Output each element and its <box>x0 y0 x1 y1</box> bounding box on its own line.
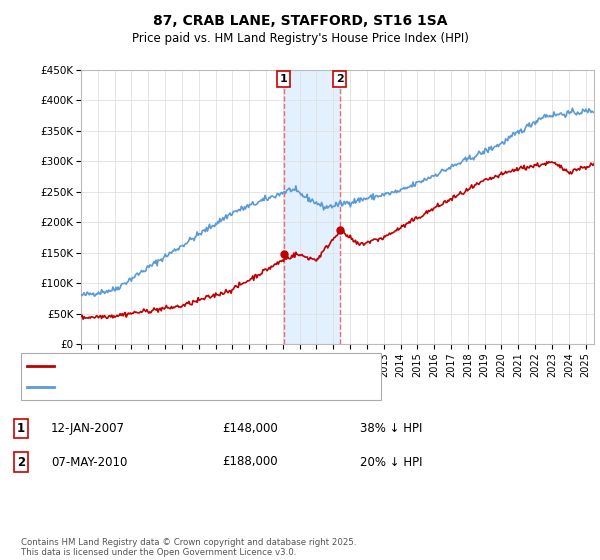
Text: 1: 1 <box>280 74 287 84</box>
Text: Contains HM Land Registry data © Crown copyright and database right 2025.
This d: Contains HM Land Registry data © Crown c… <box>21 538 356 557</box>
Text: 12-JAN-2007: 12-JAN-2007 <box>51 422 125 435</box>
Text: 2: 2 <box>335 74 343 84</box>
Text: 2: 2 <box>17 455 25 469</box>
Text: £188,000: £188,000 <box>222 455 278 469</box>
Text: HPI: Average price, detached house, Stafford: HPI: Average price, detached house, Staf… <box>60 382 295 392</box>
Bar <box>284 70 340 344</box>
Text: Price paid vs. HM Land Registry's House Price Index (HPI): Price paid vs. HM Land Registry's House … <box>131 32 469 45</box>
Text: 87, CRAB LANE, STAFFORD, ST16 1SA: 87, CRAB LANE, STAFFORD, ST16 1SA <box>153 14 447 28</box>
Text: 87, CRAB LANE, STAFFORD, ST16 1SA (detached house): 87, CRAB LANE, STAFFORD, ST16 1SA (detac… <box>60 361 352 371</box>
Text: 38% ↓ HPI: 38% ↓ HPI <box>360 422 422 435</box>
Text: 20% ↓ HPI: 20% ↓ HPI <box>360 455 422 469</box>
Text: 07-MAY-2010: 07-MAY-2010 <box>51 455 127 469</box>
Text: £148,000: £148,000 <box>222 422 278 435</box>
Text: 1: 1 <box>17 422 25 435</box>
